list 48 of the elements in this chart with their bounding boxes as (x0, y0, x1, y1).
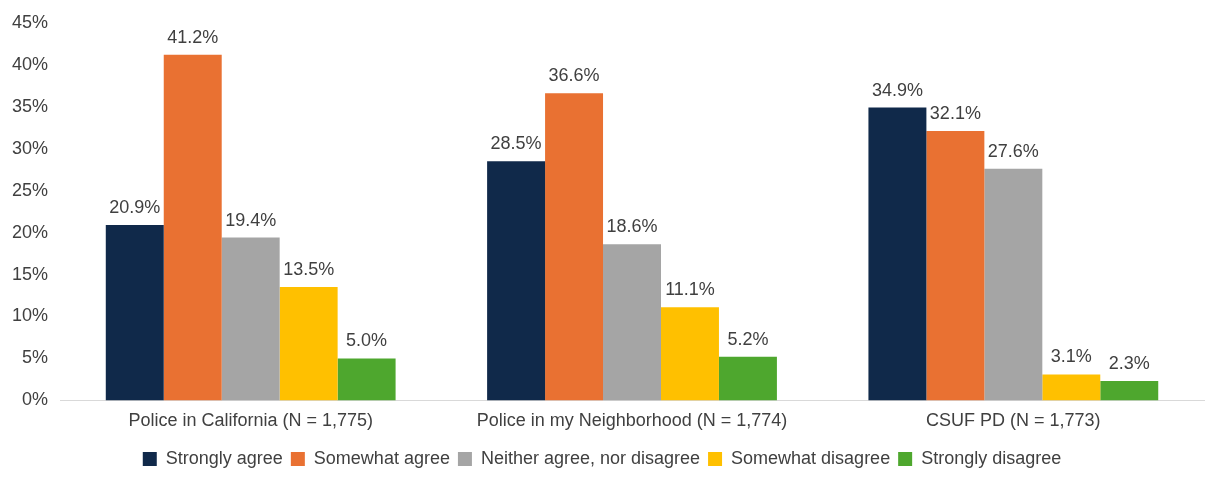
y-tick-label: 20% (12, 221, 49, 242)
data-label: 5.2% (727, 328, 769, 349)
bar (603, 244, 661, 401)
legend-label: Strongly disagree (921, 447, 1062, 468)
bar (545, 93, 604, 401)
bar (868, 107, 927, 401)
y-tick-label: 40% (12, 53, 49, 74)
y-tick-label: 30% (12, 137, 49, 158)
bar (984, 168, 1043, 401)
bar (163, 54, 222, 401)
y-tick-label: 45% (12, 11, 49, 32)
y-tick-label: 5% (22, 347, 49, 368)
y-tick-label: 25% (12, 179, 49, 200)
bar (718, 356, 777, 401)
x-tick-label: Police in my Neighborhood (N = 1,774) (476, 410, 788, 431)
legend-label: Somewhat agree (313, 447, 450, 468)
data-label: 19.4% (225, 209, 277, 230)
legend-label: Strongly agree (165, 447, 283, 468)
data-label: 13.5% (283, 259, 335, 280)
y-tick-label: 15% (12, 263, 49, 284)
bar (926, 131, 985, 401)
y-tick-label: 35% (12, 95, 49, 116)
y-tick-label: 0% (22, 389, 49, 410)
bar (221, 237, 280, 401)
bar (279, 287, 338, 401)
bar (1100, 381, 1159, 401)
x-tick-label: CSUF PD (N = 1,773) (926, 410, 1101, 431)
bar (660, 307, 719, 401)
data-label: 36.6% (548, 65, 600, 86)
data-label: 34.9% (871, 79, 923, 100)
y-tick-label: 10% (12, 305, 49, 326)
legend-label: Neither agree, nor disagree (480, 447, 701, 468)
bar (1042, 374, 1101, 401)
bar (487, 161, 546, 401)
x-tick-label: Police in California (N = 1,775) (128, 410, 373, 431)
data-label: 28.5% (490, 133, 542, 154)
data-label: 32.1% (929, 103, 981, 124)
bar (337, 358, 396, 401)
data-label: 11.1% (665, 279, 715, 300)
legend-label: Somewhat disagree (731, 447, 891, 468)
data-label: 2.3% (1108, 353, 1150, 374)
data-label: 41.2% (167, 26, 219, 47)
data-label: 27.6% (987, 140, 1039, 161)
data-label: 20.9% (109, 196, 161, 217)
data-label: 5.0% (346, 330, 388, 351)
data-label: 3.1% (1050, 346, 1092, 367)
data-label: 18.6% (606, 216, 658, 237)
bar (105, 225, 164, 401)
